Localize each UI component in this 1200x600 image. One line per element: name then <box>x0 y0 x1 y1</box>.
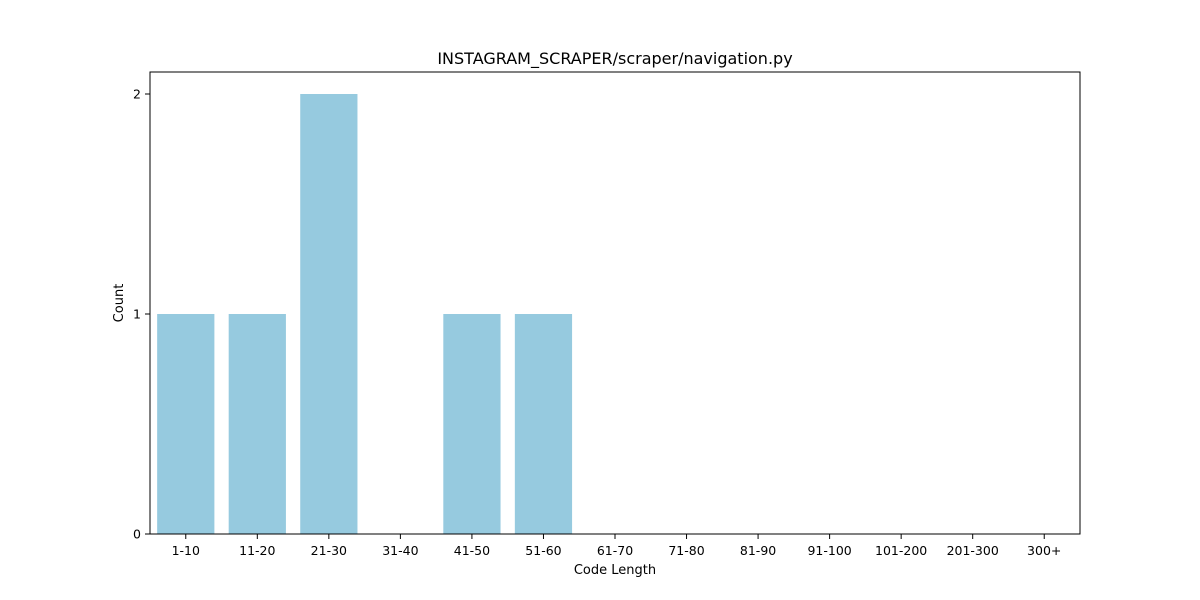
x-axis-label: Code Length <box>574 563 656 578</box>
x-tick-label: 101-200 <box>875 543 927 558</box>
y-tick-label: 0 <box>133 527 141 542</box>
bars-group <box>157 94 573 534</box>
x-axis: 1-10 11-20 21-30 31-40 41-50 51-60 61-70 71-80 8… <box>172 534 1061 558</box>
x-tick-label: 81-90 <box>740 543 776 558</box>
bar-21-30 <box>300 94 358 534</box>
chart-title: INSTAGRAM_SCRAPER/scraper/navigation.py <box>437 49 792 69</box>
bar-41-50 <box>443 314 501 534</box>
y-tick-label: 2 <box>133 87 141 102</box>
x-tick-label: 61-70 <box>597 543 633 558</box>
bar-11-20 <box>228 314 286 534</box>
plot-frame <box>149 71 1081 535</box>
x-tick-label: 31-40 <box>382 543 418 558</box>
y-axis-label: Count <box>112 284 127 323</box>
bar-1-10 <box>157 314 215 534</box>
x-tick-label: 21-30 <box>311 543 347 558</box>
x-tick-label: 11-20 <box>239 543 275 558</box>
y-axis: 0 1 2 <box>133 87 150 542</box>
x-tick-label: 201-300 <box>947 543 999 558</box>
x-tick-label: 1-10 <box>172 543 200 558</box>
x-tick-label: 300+ <box>1027 543 1061 558</box>
x-tick-label: 41-50 <box>454 543 490 558</box>
bar-51-60 <box>514 314 573 534</box>
x-tick-label: 91-100 <box>807 543 851 558</box>
x-tick-label: 71-80 <box>668 543 704 558</box>
y-tick-label: 1 <box>133 307 141 322</box>
x-tick-label: 51-60 <box>525 543 561 558</box>
